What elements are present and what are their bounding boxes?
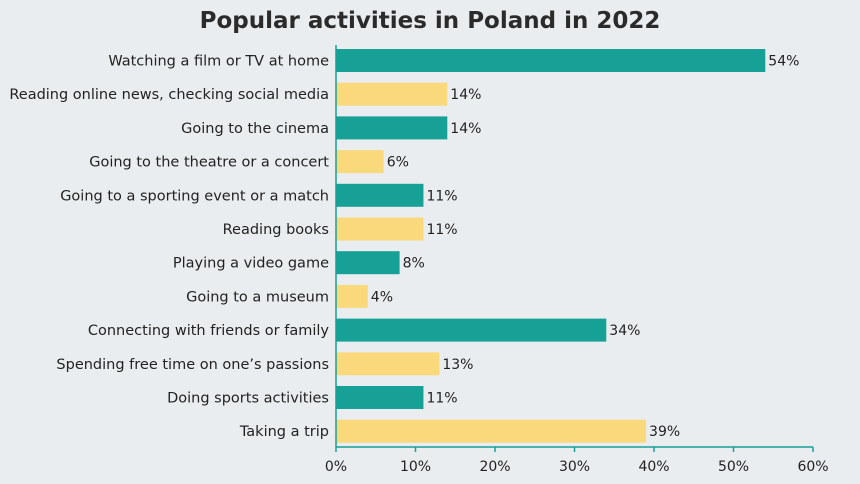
category-label: Playing a video game [173,256,329,272]
category-label: Taking a trip [239,424,329,440]
bar [336,386,424,409]
bar [336,183,424,207]
chart-title: Popular activities in Poland in 2022 [199,8,661,34]
value-label: 14% [450,121,481,137]
value-label: 8% [403,256,425,272]
bar [336,150,384,174]
category-label: Watching a film or TV at home [108,54,329,70]
value-label: 11% [426,188,457,204]
category-label: Going to a museum [186,289,329,305]
value-label: 34% [609,323,640,339]
bar [336,82,448,106]
x-tick-label: 20% [479,459,510,475]
bar [336,318,607,342]
category-label: Going to a sporting event or a match [60,188,329,204]
value-label: 13% [442,357,473,373]
bar [336,217,424,241]
bar [336,284,368,308]
x-tick-label: 50% [718,459,749,475]
bar [336,116,448,140]
value-label: 4% [371,289,393,305]
x-tick-label: 40% [638,459,669,475]
value-label: 11% [426,391,457,407]
x-tick-label: 10% [400,459,431,475]
value-label: 39% [649,424,680,440]
value-label: 14% [450,87,481,103]
category-label: Doing sports activities [167,391,329,407]
x-tick-label: 30% [559,459,590,475]
bar [336,352,440,376]
category-label: Spending free time on one’s passions [56,357,329,373]
bar [336,49,766,72]
value-label: 11% [426,222,457,238]
bar [336,251,400,275]
bar [336,419,647,443]
x-tick-label: 0% [325,459,347,475]
category-label: Connecting with friends or family [88,323,330,339]
value-label: 54% [768,54,799,70]
x-tick-label: 60% [797,459,828,475]
category-label: Going to the theatre or a concert [89,155,329,171]
value-label: 6% [387,155,409,171]
category-label: Going to the cinema [181,121,329,137]
category-label: Reading books [223,222,329,238]
category-label: Reading online news, checking social med… [9,87,329,103]
